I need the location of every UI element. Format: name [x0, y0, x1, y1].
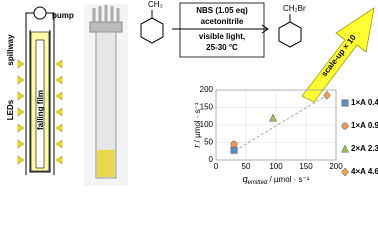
y-tick-label: 50 — [204, 138, 213, 147]
condition: acetonitrile — [201, 17, 244, 26]
y-axis-label: r / µmol · s⁻¹ — [192, 102, 202, 148]
spillway-label: spillway — [6, 34, 15, 66]
product-group: CH₂Br — [283, 4, 306, 13]
toluene-ring — [140, 17, 164, 44]
tube — [25, 12, 55, 175]
legend-label: 1×A 0.92 g — [351, 121, 378, 130]
legend-label: 1×A 0.46 g — [351, 98, 378, 107]
film-label: falling film — [36, 90, 45, 130]
reactant-group: CH₃ — [148, 0, 163, 9]
reactor-diagram: pump spillway LEDs falling film — [6, 6, 74, 175]
marker — [269, 113, 277, 122]
marker — [341, 99, 349, 107]
reaction-scheme — [140, 2, 302, 58]
marker — [341, 167, 349, 177]
scale-up-arrow — [301, 7, 375, 103]
marker — [323, 90, 331, 100]
x-subscript: emitted — [248, 180, 268, 186]
pump-label: pump — [52, 11, 74, 20]
y-tick-label: 0 — [209, 155, 214, 164]
x-axis-label: qemitted / µmol · s⁻¹ — [243, 174, 310, 185]
conditions-box — [179, 2, 265, 58]
y-tick-label: 150 — [200, 103, 214, 112]
inner-tube — [35, 39, 45, 169]
marker — [230, 140, 238, 148]
x-symbol: q — [243, 174, 248, 184]
y-tick-label: 200 — [200, 85, 214, 94]
marker — [230, 146, 238, 154]
leds-label: LEDs — [6, 99, 15, 120]
y-unit: / µmol · s⁻¹ — [193, 102, 202, 145]
trend-line — [230, 94, 328, 154]
plot-frame — [215, 89, 337, 161]
reactor-photo — [84, 4, 128, 186]
cap — [89, 21, 123, 33]
product-ring — [278, 21, 302, 48]
scale-up-label: scale-up × 10 — [320, 33, 359, 79]
x-tick-label: 100 — [269, 162, 283, 171]
reaction-arrow — [172, 24, 269, 34]
legend-label: 4×A 4.6 g — [351, 167, 378, 176]
glass — [95, 31, 117, 179]
legend-label: 2×A 2.3 g — [351, 144, 378, 153]
condition: visible light, — [199, 32, 245, 41]
x-unit: / µmol · s⁻¹ — [267, 175, 310, 184]
led-marks — [17, 59, 63, 165]
x-tick-label: 0 — [214, 162, 219, 171]
graphical-abstract: pump spillway LEDs falling film CH₃ CH₂B… — [6, 0, 378, 186]
marker — [341, 144, 349, 153]
condition: 25-30 °C — [206, 43, 238, 52]
y-tick-label: 100 — [200, 120, 214, 129]
pump-icon — [33, 6, 47, 20]
marker — [341, 122, 349, 130]
condition: NBS (1.05 eq) — [196, 6, 248, 15]
liquid — [97, 150, 115, 177]
x-tick-label: 150 — [299, 162, 313, 171]
x-tick-label: 50 — [242, 162, 251, 171]
ports — [92, 5, 120, 22]
x-tick-label: 200 — [329, 162, 343, 171]
y-symbol: r — [192, 144, 202, 148]
